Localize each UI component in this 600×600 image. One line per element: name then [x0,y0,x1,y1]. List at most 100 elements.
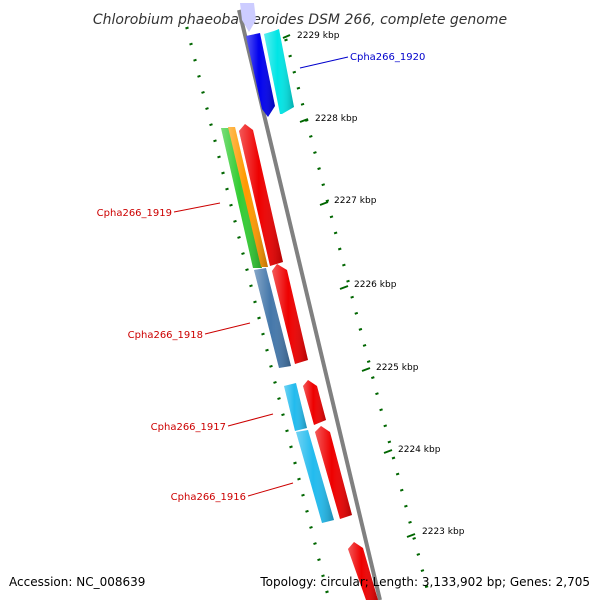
tick-label-2226: 2226 kbp [354,280,397,290]
inner-tick-16 [350,295,354,299]
major-tick-2226 [339,285,349,290]
cds-orange-shade [228,127,268,267]
inner-tick-15 [346,279,350,283]
tick-label-2225: 2225 kbp [376,363,419,373]
inner-tick-20 [366,360,371,363]
inner-tick-34 [424,585,429,589]
cds-green-shade [221,128,262,268]
genome-summary-text: Topology: circular; Length: 3,133,902 bp… [259,575,590,589]
outer-tick-22 [273,380,277,384]
tick-label-2224: 2224 kbp [398,445,441,455]
major-tick-2224 [383,449,393,454]
cds-red-long-shade [315,426,352,519]
gene-label-cpha266-1917[interactable]: Cpha266_1917 [151,422,226,433]
outer-tick-21 [269,364,273,368]
cds-steelblue-shade [254,268,291,368]
tick-label-2223: 2223 kbp [422,527,465,537]
inner-tick-4 [300,102,305,106]
outer-tick-31 [309,525,313,529]
cds-lavender-top[interactable] [240,3,256,32]
gene-label-cpha266-1918[interactable]: Cpha266_1918 [128,330,203,341]
outer-tick-23 [277,397,281,401]
gene-label-cpha266-1916[interactable]: Cpha266_1916 [171,492,246,503]
major-tick-2225 [361,367,371,372]
outer-tick-26 [289,445,293,449]
cds-skyblue-short-shade [284,383,307,431]
tick-label-2227: 2227 kbp [334,196,377,206]
outer-tick-7 [213,139,217,143]
outer-tick-12 [233,219,237,223]
inner-tick-27 [395,472,400,476]
cds-red-bottom-shade [348,542,378,600]
outer-tick-track [185,26,329,594]
outer-tick-32 [313,542,317,545]
cds-red-upper-shade [239,124,283,266]
inner-tick-22 [375,392,379,396]
inner-tick-2 [292,70,297,74]
outer-tick-16 [249,284,253,288]
inner-tick-11 [329,215,334,219]
inner-tick-8 [317,167,321,171]
outer-tick-8 [217,155,221,159]
outer-tick-28 [297,477,301,481]
inner-tick-26 [391,456,396,460]
outer-tick-29 [301,493,305,497]
outer-tick-10 [225,187,229,191]
cds-red-short-shade [303,380,326,425]
leader-cpha266-1918 [204,322,251,335]
scale-labels: 2229 kbp 2228 kbp 2227 kbp 2226 kbp 2225… [282,31,465,538]
inner-tick-18 [358,327,363,331]
inner-tick-29 [404,504,408,508]
cds-skyblue-long-shade [296,430,334,523]
feature-track [221,3,378,600]
gene-label-cpha266-1919[interactable]: Cpha266_1919 [97,208,172,219]
inner-tick-9 [321,183,326,187]
major-tick-2223 [406,533,416,538]
outer-tick-20 [265,348,269,352]
inner-tick-17 [354,311,359,315]
inner-tick-10 [325,199,330,203]
outer-tick-2 [193,58,197,62]
inner-tick-30 [408,520,412,524]
outer-tick-25 [285,429,289,433]
outer-tick-9 [221,171,225,175]
major-tick-2229 [282,34,291,39]
inner-tick-0 [284,38,288,42]
inner-tick-1 [288,54,292,58]
inner-tick-track [284,38,429,589]
leader-cpha266-1916 [247,482,294,497]
outer-tick-1 [189,42,193,46]
outer-tick-30 [305,509,309,513]
outer-tick-33 [317,558,321,562]
tick-label-2228: 2228 kbp [315,114,358,124]
inner-tick-28 [399,488,404,492]
outer-tick-11 [229,203,233,207]
inner-tick-13 [337,247,342,251]
outer-tick-35 [325,590,329,594]
outer-tick-24 [281,413,285,417]
leader-cpha266-1920 [299,56,349,69]
outer-tick-19 [261,332,265,336]
inner-tick-21 [370,376,375,380]
major-tick-2227 [319,201,329,206]
cds-red-middle-shade [272,264,308,364]
inner-tick-3 [296,86,301,90]
inner-tick-25 [387,440,392,444]
outer-tick-4 [201,90,205,94]
outer-tick-5 [205,107,209,111]
tick-label-2229: 2229 kbp [297,31,340,41]
map-title: Chlorobium phaeobacteroides DSM 266, com… [93,12,507,28]
leader-cpha266-1917 [227,413,274,427]
outer-tick-13 [237,235,241,239]
outer-tick-15 [245,268,249,272]
inner-tick-32 [416,553,421,556]
major-tick-2228 [299,118,309,123]
cds-cyan-shade [264,29,294,114]
cds-blue-shade [246,33,275,117]
inner-tick-6 [308,135,313,138]
inner-tick-19 [362,344,367,347]
gene-label-cpha266-1920[interactable]: Cpha266_1920 [350,52,425,63]
outer-tick-0 [185,26,189,30]
outer-tick-14 [241,252,245,256]
